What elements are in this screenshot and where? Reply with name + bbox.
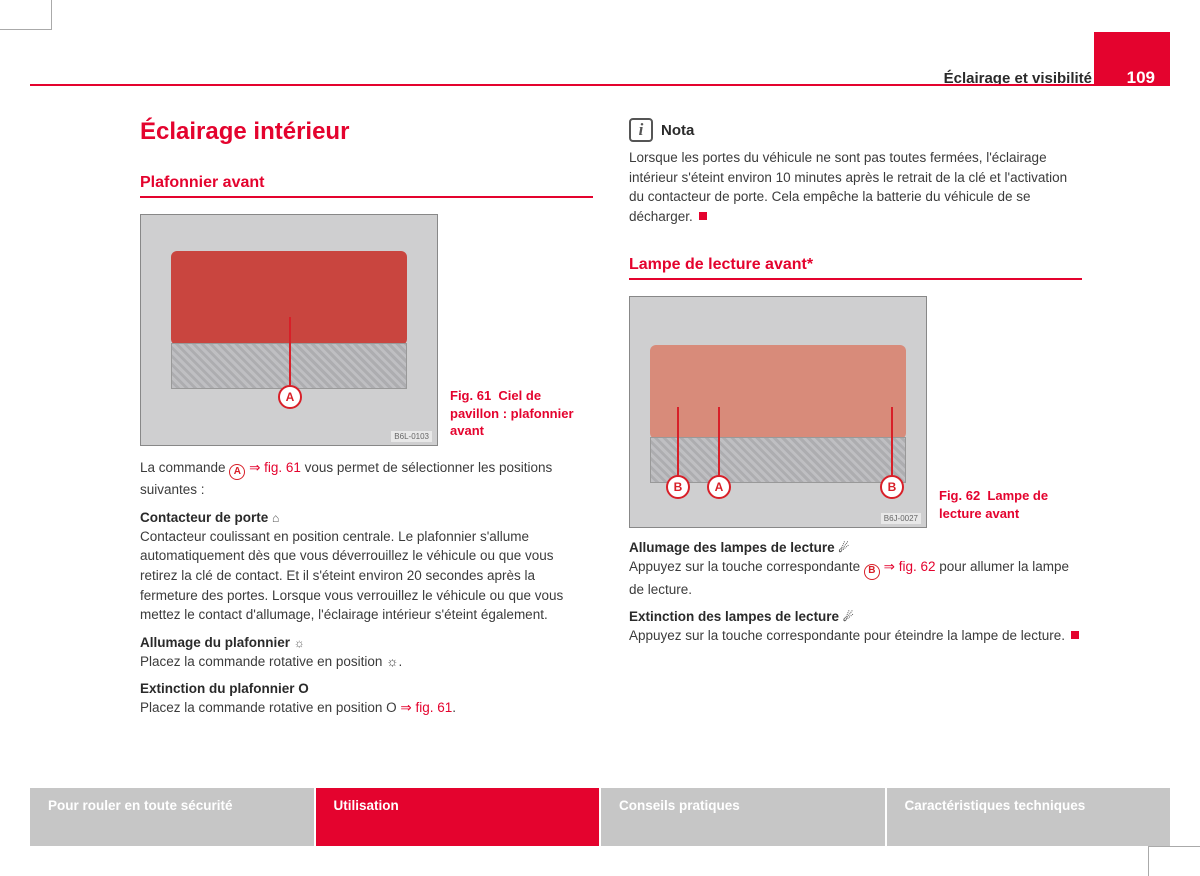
sub-extinction-lecture-text: Extinction des lampes de lecture xyxy=(629,609,843,624)
figure-62-callout-b-right: B xyxy=(880,475,904,499)
marker-b-inline: B xyxy=(864,564,880,580)
right-column: i Nota Lorsque les portes du véhicule ne … xyxy=(629,118,1082,756)
intro-figure-ref: ⇒ fig. 61 xyxy=(245,460,301,475)
figure-61: A B6L-0103 xyxy=(140,214,438,446)
body-allumage: Placez la commande rotative en position … xyxy=(140,652,593,672)
end-square-icon-2 xyxy=(1071,631,1079,639)
figure-62-lens xyxy=(650,437,906,483)
body-allumage-lecture-pre: Appuyez sur la touche correspondante xyxy=(629,559,864,574)
figure-62-caption: Fig. 62 Lampe de lecture avant xyxy=(939,487,1082,528)
reading-light-icon-2: ☄ xyxy=(843,610,853,624)
figure-62-callout-a: A xyxy=(707,475,731,499)
tab-utilisation[interactable]: Utilisation xyxy=(316,788,600,846)
figure-61-img-id: B6L-0103 xyxy=(391,431,432,442)
figure-61-caption: Fig. 61 Ciel de pavillon : plafonnier av… xyxy=(450,387,593,446)
door-switch-icon: ⌂ xyxy=(272,511,278,525)
sub-contacteur: Contacteur de porte ⌂ xyxy=(140,510,593,525)
sub-allumage-lecture-text: Allumage des lampes de lecture xyxy=(629,540,838,555)
end-square-icon xyxy=(699,212,707,220)
figure-62-caption-prefix: Fig. 62 xyxy=(939,488,980,503)
sub-allumage-lecture: Allumage des lampes de lecture ☄ xyxy=(629,540,1082,555)
extinction-figure-ref: ⇒ fig. 61 xyxy=(400,700,452,715)
header-rule xyxy=(30,84,1170,86)
marker-a-inline: A xyxy=(229,464,245,480)
sub-allumage-text: Allumage du plafonnier xyxy=(140,635,294,650)
note-block: i Nota xyxy=(629,118,1082,142)
tab-caracteristiques[interactable]: Caractéristiques techniques xyxy=(887,788,1171,846)
figure-62-console xyxy=(650,345,906,439)
figure-61-callout-a: A xyxy=(278,385,302,409)
intro-pre: La commande xyxy=(140,460,229,475)
allumage-lecture-ref: ⇒ fig. 62 xyxy=(880,559,936,574)
page-title: Éclairage intérieur xyxy=(140,118,593,146)
body-allumage-lecture: Appuyez sur la touche correspondante B ⇒… xyxy=(629,557,1082,599)
figure-62-img-id: B6J-0027 xyxy=(881,513,921,524)
content-area: Éclairage intérieur Plafonnier avant A B… xyxy=(140,118,1082,756)
body-extinction-lecture-text: Appuyez sur la touche correspondante pou… xyxy=(629,628,1065,643)
bottom-tabs: Pour rouler en toute sécurité Utilisatio… xyxy=(30,788,1170,846)
figure-62: B A B B6J-0027 xyxy=(629,296,927,528)
sub-extinction: Extinction du plafonnier O xyxy=(140,681,593,696)
light-on-icon: ☼ xyxy=(294,636,304,650)
note-title: Nota xyxy=(661,122,694,139)
body-extinction-post: . xyxy=(452,700,456,715)
figure-62-block: B A B B6J-0027 Fig. 62 Lampe de lecture … xyxy=(629,296,1082,528)
tab-safety[interactable]: Pour rouler en toute sécurité xyxy=(30,788,314,846)
intro-paragraph: La commande A ⇒ fig. 61 vous permet de s… xyxy=(140,458,593,500)
info-icon: i xyxy=(629,118,653,142)
body-extinction-pre: Placez la commande rotative en position … xyxy=(140,700,400,715)
figure-62-callout-b-left: B xyxy=(666,475,690,499)
section-plafonnier: Plafonnier avant xyxy=(140,174,593,198)
crop-mark-top-left xyxy=(0,0,52,30)
sub-allumage: Allumage du plafonnier ☼ xyxy=(140,635,593,650)
sub-contacteur-text: Contacteur de porte xyxy=(140,510,272,525)
left-column: Éclairage intérieur Plafonnier avant A B… xyxy=(140,118,593,756)
note-body: Lorsque les portes du véhicule ne sont p… xyxy=(629,148,1082,226)
tab-conseils[interactable]: Conseils pratiques xyxy=(601,788,885,846)
figure-61-block: A B6L-0103 Fig. 61 Ciel de pavillon : pl… xyxy=(140,214,593,446)
body-extinction-lecture: Appuyez sur la touche correspondante pou… xyxy=(629,626,1082,646)
sub-extinction-lecture: Extinction des lampes de lecture ☄ xyxy=(629,609,1082,624)
body-contacteur: Contacteur coulissant en position centra… xyxy=(140,527,593,625)
body-extinction: Placez la commande rotative en position … xyxy=(140,698,593,718)
crop-mark-bottom-right xyxy=(1148,846,1200,876)
section-lampe-lecture: Lampe de lecture avant* xyxy=(629,256,1082,280)
note-body-text: Lorsque les portes du véhicule ne sont p… xyxy=(629,150,1067,224)
figure-61-caption-prefix: Fig. 61 xyxy=(450,388,491,403)
reading-light-icon-1: ☄ xyxy=(838,541,848,555)
